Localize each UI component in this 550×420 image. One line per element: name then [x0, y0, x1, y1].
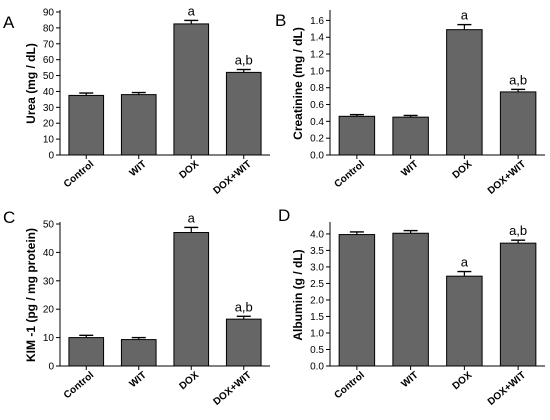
panel-letter: C	[3, 208, 15, 227]
y-tick-label: 30	[43, 103, 55, 114]
y-tick-label: 0.6	[310, 100, 324, 111]
chart-panel-d: D Albumin (g / dL) 0.0 0.5 1.0 1.5 2.0 2.5 3.0 3.…	[278, 206, 545, 408]
y-tick-label: 1.5	[310, 312, 324, 323]
x-category-label: WIT	[399, 159, 420, 179]
y-tick-label: 10	[43, 135, 55, 146]
chart-panel-c: C KIM -1 (pg / mg protein) 0 10 20 30 40 50 Cont…	[3, 208, 270, 408]
x-category-label: DOX+WIT	[211, 370, 253, 408]
y-tick-label: 2.0	[310, 295, 324, 306]
y-axis-label: KIM -1 (pg / mg protein)	[24, 228, 38, 362]
y-tick-label: 60	[43, 55, 55, 66]
y-tick-label: 0.5	[310, 345, 324, 356]
bar-wit	[392, 116, 429, 156]
y-tick-label: 80	[43, 23, 55, 34]
significance-label: a	[188, 210, 196, 225]
y-tick-label: 0.0	[310, 151, 324, 162]
chart-panel-a: A Urea (mg / dL) 0 10 20 30 40 50 60 70 80 90 Contro…	[3, 3, 270, 197]
y-tick-label: 3.5	[310, 246, 324, 257]
bar-wit	[392, 232, 429, 367]
bar-dox-wit	[225, 71, 262, 156]
y-tick-label: 0.4	[310, 117, 324, 128]
y-tick-label: 50	[43, 220, 55, 231]
panel-letter: B	[275, 11, 286, 30]
x-category-label: DOX+WIT	[211, 159, 253, 197]
y-tick-label: 90	[43, 8, 55, 19]
x-category-label: DOX	[451, 370, 475, 393]
y-tick-label: 4.0	[310, 229, 324, 240]
x-category-label: DOX	[178, 370, 202, 393]
y-tick-label: 10	[43, 333, 55, 344]
significance-label: a	[461, 255, 469, 270]
x-category-label: DOX+WIT	[486, 370, 528, 408]
y-tick-label: 40	[43, 87, 55, 98]
x-category-label: Control	[333, 159, 367, 190]
chart-panel-b: B Creatinine (mg / dL) 0.0 0.2 0.4 0.6 0.8 1.0 1…	[275, 8, 545, 197]
x-category-label: WIT	[128, 159, 149, 179]
x-category-label: WIT	[399, 370, 420, 390]
x-category-label: DOX+WIT	[486, 159, 528, 197]
y-tick-label: 0.0	[310, 362, 324, 373]
bar-dox-wit	[225, 318, 262, 367]
x-category-label: Control	[333, 370, 367, 401]
y-axis-label: Albumin (g / dL)	[291, 249, 305, 340]
y-axis-label: Creatinine (mg / dL)	[291, 27, 305, 140]
bar-dox-wit	[499, 91, 537, 156]
y-tick-label: 1.2	[310, 50, 324, 61]
y-tick-label: 40	[43, 248, 55, 259]
x-category-label: DOX	[451, 159, 475, 182]
x-category-label: DOX	[178, 159, 202, 182]
bar-dox	[446, 29, 483, 156]
x-category-label: Control	[62, 370, 96, 401]
significance-label: a	[461, 8, 469, 23]
significance-label: a,b	[509, 72, 527, 87]
y-tick-label: 70	[43, 39, 55, 50]
bar-dox	[173, 23, 210, 156]
significance-label: a,b	[235, 299, 253, 314]
panel-letter: A	[3, 13, 15, 32]
y-tick-label: 1.0	[310, 328, 324, 339]
x-category-label: WIT	[128, 370, 149, 390]
significance-label: a,b	[235, 53, 253, 68]
bar-control	[68, 94, 105, 156]
y-tick-label: 50	[43, 71, 55, 82]
y-axis-label: Urea (mg / dL)	[24, 43, 38, 124]
bar-control	[68, 337, 105, 367]
y-tick-label: 20	[43, 119, 55, 130]
bar-wit	[120, 94, 157, 156]
bar-control	[338, 234, 376, 367]
bar-control	[338, 115, 376, 156]
y-tick-label: 0.8	[310, 83, 324, 94]
bar-dox	[446, 275, 483, 367]
y-tick-label: 1.0	[310, 66, 324, 77]
y-tick-label: 0.2	[310, 134, 324, 145]
bar-wit	[120, 339, 157, 367]
y-tick-label: 3.0	[310, 262, 324, 273]
y-tick-label: 0	[48, 362, 54, 373]
significance-label: a,b	[509, 223, 527, 238]
bar-dox	[173, 232, 210, 367]
bar-dox-wit	[499, 242, 537, 367]
y-tick-label: 2.5	[310, 279, 324, 290]
y-tick-label: 30	[43, 276, 55, 287]
y-tick-label: 0	[48, 151, 54, 162]
significance-label: a	[188, 3, 196, 18]
x-category-label: Control	[62, 159, 96, 190]
y-tick-label: 1.4	[310, 33, 324, 44]
y-tick-label: 20	[43, 305, 55, 316]
panel-letter: D	[278, 206, 290, 225]
y-tick-label: 1.6	[310, 16, 324, 27]
